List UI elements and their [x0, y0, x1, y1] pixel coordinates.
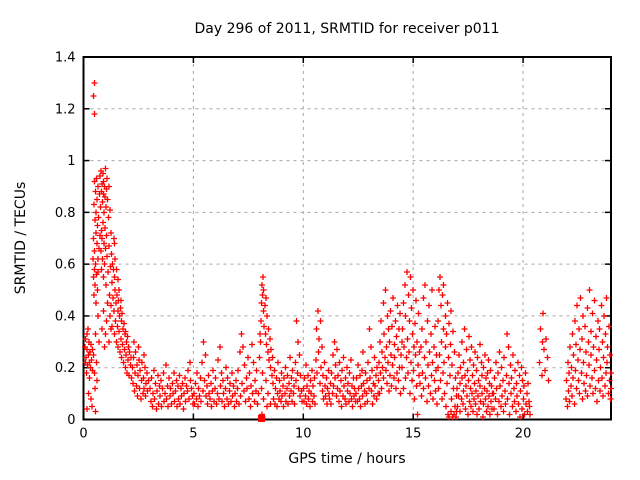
data-points	[82, 80, 614, 420]
y-axis-label: SRMTID / TECUs	[13, 182, 29, 295]
y-tick-label: 1	[67, 154, 75, 169]
chart-title: Day 296 of 2011, SRMTID for receiver p01…	[194, 21, 499, 37]
x-tick-label: 20	[515, 427, 532, 442]
x-tick-label: 10	[295, 427, 312, 442]
y-tick-label: 0	[67, 413, 75, 428]
y-tick-label: 0.2	[55, 361, 76, 376]
square-marker	[258, 414, 266, 422]
x-axis-label: GPS time / hours	[288, 451, 405, 467]
y-tick-label: 1.2	[55, 102, 76, 117]
x-tick-label: 0	[79, 427, 87, 442]
x-tick-label: 5	[189, 427, 197, 442]
y-tick-label: 0.8	[55, 206, 76, 221]
y-tick-label: 0.6	[55, 258, 76, 273]
plot-border	[82, 56, 612, 421]
y-tick-label: 0.4	[55, 309, 76, 324]
y-tick-label: 1.4	[55, 51, 76, 66]
x-tick-label: 15	[405, 427, 422, 442]
grid-lines	[83, 57, 611, 420]
tick-labels: 0 5 10 15 20 0 0.2 0.4 0.6 0.8 1 1.2 1.4	[55, 51, 532, 442]
